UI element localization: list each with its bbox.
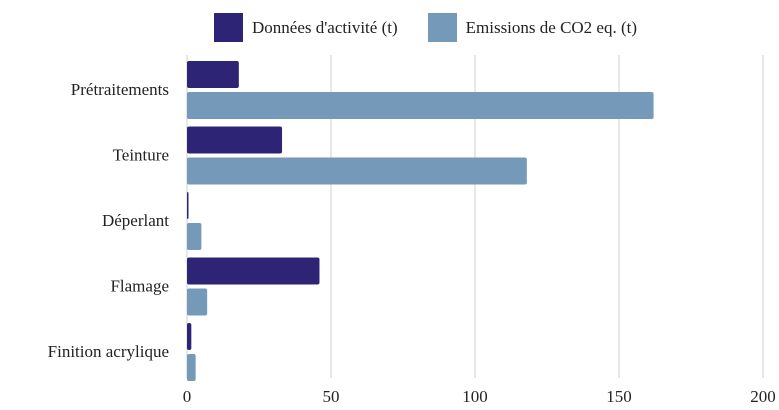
x-tick-label: 150 bbox=[606, 387, 632, 406]
bar bbox=[187, 126, 283, 154]
bar bbox=[187, 323, 192, 350]
legend-label-emissions: Emissions de CO2 eq. (t) bbox=[465, 17, 638, 37]
legend-swatch-emissions bbox=[427, 13, 457, 42]
category-label: Prétraitements bbox=[71, 80, 169, 99]
bar bbox=[187, 157, 527, 185]
x-tick-label: 200 bbox=[750, 387, 776, 406]
bar bbox=[187, 257, 320, 285]
category-label: Déperlant bbox=[102, 211, 169, 230]
category-label: Flamage bbox=[110, 277, 169, 296]
x-tick-label: 100 bbox=[462, 387, 488, 406]
category-label: Teinture bbox=[113, 146, 169, 165]
bar bbox=[187, 223, 202, 250]
bar bbox=[187, 192, 189, 219]
legend-label-activity: Données d'activité (t) bbox=[252, 17, 398, 37]
bar bbox=[187, 354, 196, 381]
legend-swatch-activity bbox=[214, 13, 243, 42]
bar bbox=[187, 61, 239, 88]
legend: Données d'activité (t) Emissions de CO2 … bbox=[214, 13, 667, 42]
bar bbox=[187, 92, 654, 119]
x-tick-label: 0 bbox=[183, 387, 192, 406]
bar bbox=[187, 288, 208, 316]
legend-item-emissions[interactable]: Emissions de CO2 eq. (t) bbox=[427, 13, 638, 42]
x-tick-label: 50 bbox=[323, 387, 340, 406]
legend-item-activity[interactable]: Données d'activité (t) bbox=[214, 13, 398, 42]
category-label: Finition acrylique bbox=[48, 342, 169, 361]
